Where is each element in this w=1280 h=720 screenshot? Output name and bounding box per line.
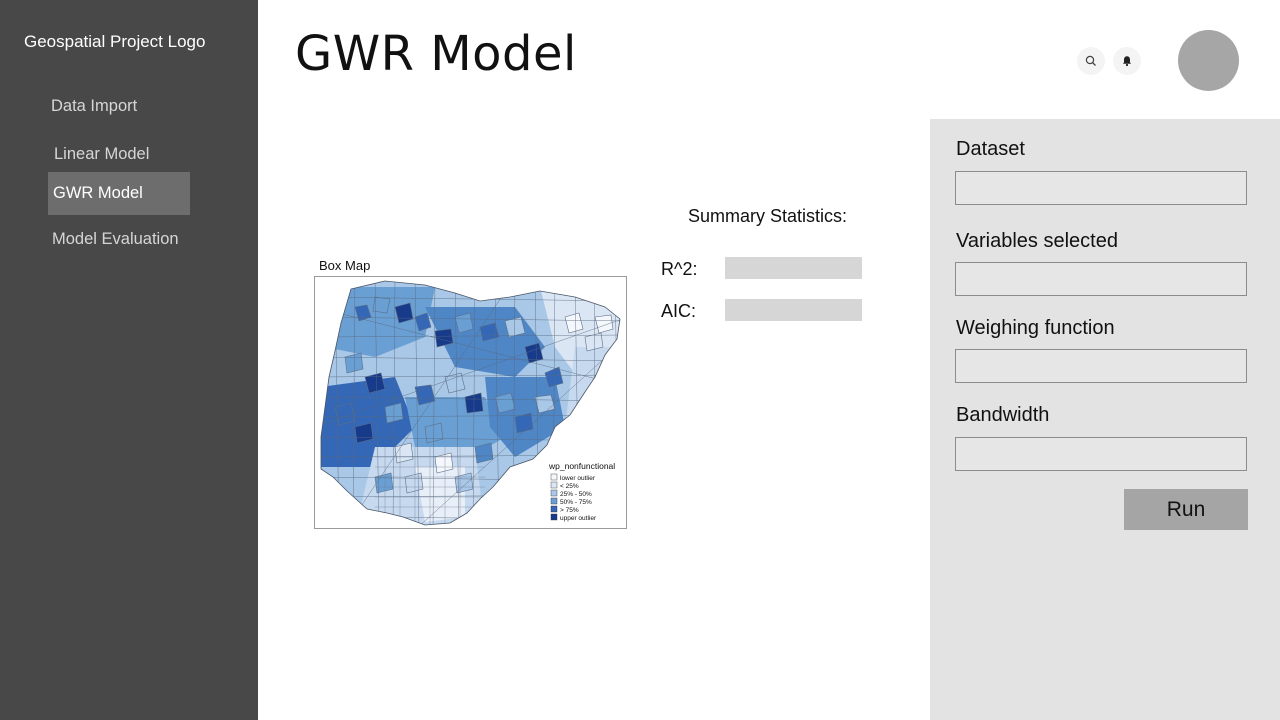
nigeria-choropleth-map: wp_nonfunctional lower outlier < 25% 25%… <box>320 280 626 527</box>
bandwidth-label: Bandwidth <box>956 404 1050 426</box>
model-settings-panel <box>930 119 1280 720</box>
legend-label: 25% - 50% <box>560 491 592 498</box>
legend-swatch-lower-outlier <box>550 473 558 481</box>
legend-swatch-25-50 <box>550 489 558 497</box>
legend-swatch-under-25 <box>550 481 558 489</box>
bell-icon <box>1123 56 1131 67</box>
search-icon <box>1085 55 1096 66</box>
dataset-input[interactable] <box>955 171 1247 205</box>
weighing-function-label: Weighing function <box>956 317 1115 339</box>
legend-label: upper outlier <box>560 515 597 522</box>
aic-label: AIC: <box>661 301 697 321</box>
legend-swatch-50-75 <box>550 497 558 505</box>
legend-swatch-over-75 <box>550 505 558 513</box>
summary-statistics-title: Summary Statistics: <box>688 206 848 226</box>
run-button[interactable]: Run <box>1124 489 1248 530</box>
sidebar-item-data-import[interactable]: Data Import <box>51 96 138 115</box>
legend-label: lower outlier <box>560 475 596 482</box>
notifications-button[interactable] <box>1113 47 1141 75</box>
user-avatar[interactable] <box>1178 30 1239 91</box>
legend-label: < 25% <box>560 483 579 490</box>
aic-value-box <box>725 299 862 321</box>
r2-label: R^2: <box>661 259 698 279</box>
sidebar: Geospatial Project Logo Data Import Line… <box>0 0 258 720</box>
map-legend: wp_nonfunctional lower outlier < 25% 25%… <box>543 459 626 527</box>
search-button[interactable] <box>1077 47 1105 75</box>
box-map: wp_nonfunctional lower outlier < 25% 25%… <box>314 276 627 529</box>
sidebar-item-linear-model[interactable]: Linear Model <box>54 144 150 163</box>
bandwidth-input[interactable] <box>955 437 1247 471</box>
map-caption: Box Map <box>319 258 371 273</box>
project-logo: Geospatial Project Logo <box>24 32 206 51</box>
page-title: GWR Model <box>295 26 577 82</box>
dataset-label: Dataset <box>956 138 1025 160</box>
legend-label: 50% - 75% <box>560 499 592 506</box>
legend-swatch-upper-outlier <box>550 513 558 521</box>
legend-title: wp_nonfunctional <box>548 461 615 471</box>
r2-value-box <box>725 257 862 279</box>
variables-selected-input[interactable] <box>955 262 1247 296</box>
weighing-function-input[interactable] <box>955 349 1247 383</box>
legend-label: > 75% <box>560 507 579 514</box>
sidebar-item-gwr-model[interactable]: GWR Model <box>48 172 190 215</box>
sidebar-item-model-evaluation[interactable]: Model Evaluation <box>52 229 179 248</box>
variables-selected-label: Variables selected <box>956 230 1118 252</box>
